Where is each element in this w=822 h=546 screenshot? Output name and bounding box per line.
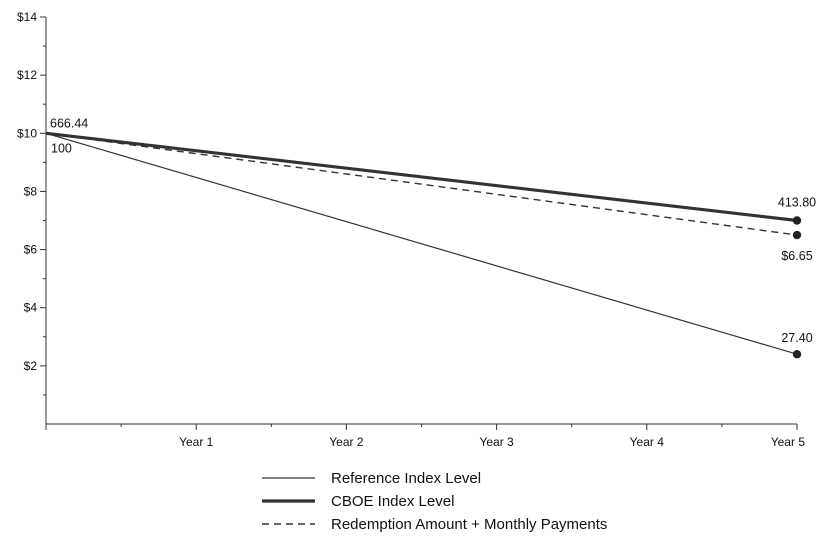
y-tick-label: $8 [24,184,38,198]
series-line-0 [45,132,798,355]
x-tick-label: Year 3 [479,435,514,449]
x-tick-label: Year 4 [630,435,665,449]
series-point-1 [792,216,802,225]
legend-label: Reference Index Level [331,470,481,487]
data-label: 413.80 [778,196,816,210]
legend-label: Redemption Amount + Monthly Payments [331,516,607,533]
series-layer [45,131,802,359]
x-tick-label: Year 1 [179,435,214,449]
series-point-2 [792,230,802,240]
series-point-0 [792,350,802,359]
data-labels: 100 27.40 666.44 413.80 $6.65 [50,116,816,345]
series-line-2 [45,132,798,236]
x-tick-label: Year 2 [329,435,364,449]
data-label: $6.65 [781,249,812,263]
legend: Reference Index Level CBOE Index Level Red… [262,470,607,533]
data-label: 666.44 [50,116,88,130]
legend-label: CBOE Index Level [331,493,454,510]
y-tick-label: $10 [17,126,37,140]
data-label: 27.40 [781,331,812,345]
axes: $2 $4 $6 $8 $10 $12 $14 Year 1 Year 2 Year 3 Year … [17,10,805,449]
y-tick-label: $12 [17,68,37,82]
y-tick-label: $2 [24,359,38,373]
x-tick-label: Year 5 [771,435,806,449]
data-label: 100 [51,141,72,155]
y-tick-label: $14 [17,10,37,24]
y-tick-label: $4 [24,301,38,315]
y-tick-label: $6 [24,243,38,257]
series-line-1 [45,131,798,223]
